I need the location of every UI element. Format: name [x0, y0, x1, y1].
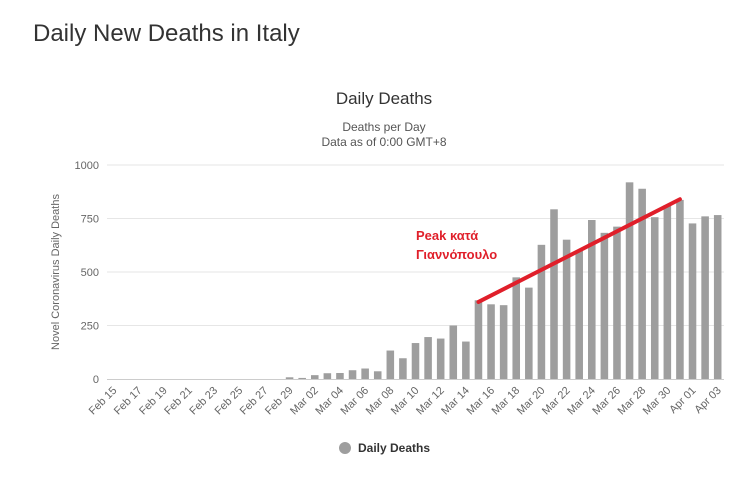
trend-line [476, 197, 682, 304]
bar[interactable] [676, 199, 684, 379]
bar[interactable] [474, 300, 483, 379]
bar[interactable] [701, 216, 709, 379]
bar[interactable] [323, 373, 332, 379]
gridlines [107, 164, 724, 326]
annotation-line-1: Peak κατά [416, 228, 478, 243]
bar[interactable] [298, 377, 306, 379]
x-tick-label: Apr 01 [667, 385, 698, 416]
bar[interactable] [310, 375, 319, 379]
chart-subtitle: Deaths per Day [342, 120, 425, 134]
bar[interactable] [613, 226, 621, 379]
x-tick-label: Mar 30 [641, 385, 674, 418]
y-tick-label: 750 [81, 214, 99, 226]
bar[interactable] [525, 287, 533, 379]
bar[interactable] [373, 371, 382, 379]
bar[interactable] [575, 250, 583, 379]
bar[interactable] [436, 338, 445, 379]
y-tick-label: 250 [81, 321, 99, 333]
bar[interactable] [688, 223, 697, 379]
annotation-line-2: Γιαννόπουλο [416, 247, 497, 262]
bar[interactable] [424, 337, 432, 379]
bar[interactable] [663, 205, 672, 379]
legend[interactable]: Daily Deaths [339, 441, 430, 455]
legend-marker [339, 442, 351, 454]
y-tick-label: 500 [81, 267, 99, 279]
bar[interactable] [462, 341, 470, 379]
bar[interactable] [600, 232, 609, 379]
y-tick-label: 0 [93, 374, 99, 386]
legend-label: Daily Deaths [358, 441, 430, 455]
bar[interactable] [625, 182, 634, 379]
x-tick-label: Apr 03 [692, 385, 723, 416]
y-tick-label: 1000 [75, 160, 99, 172]
bar[interactable] [386, 350, 395, 379]
bar[interactable] [562, 239, 571, 379]
bar[interactable] [638, 188, 646, 379]
bar[interactable] [499, 305, 508, 379]
bar[interactable] [348, 370, 357, 379]
bar[interactable] [713, 215, 722, 379]
bar[interactable] [361, 368, 369, 379]
chart-subtitle-2: Data as of 0:00 GMT+8 [321, 135, 446, 149]
bar[interactable] [411, 343, 420, 379]
bar[interactable] [550, 209, 558, 379]
bar[interactable] [285, 377, 294, 379]
bar[interactable] [588, 219, 596, 379]
bar-series [285, 182, 722, 380]
bar[interactable] [650, 217, 659, 379]
bar[interactable] [537, 244, 546, 379]
bar[interactable] [512, 277, 521, 379]
bar[interactable] [449, 325, 458, 380]
y-axis-ticks: 0 250 500 750 1000 [75, 160, 99, 386]
bar[interactable] [399, 358, 407, 379]
chart-title: Daily Deaths [336, 89, 432, 108]
bar[interactable] [336, 373, 344, 379]
bar[interactable] [487, 304, 495, 379]
page-title: Daily New Deaths in Italy [33, 20, 300, 47]
y-axis-label: Novel Coronavirus Daily Deaths [50, 194, 62, 350]
